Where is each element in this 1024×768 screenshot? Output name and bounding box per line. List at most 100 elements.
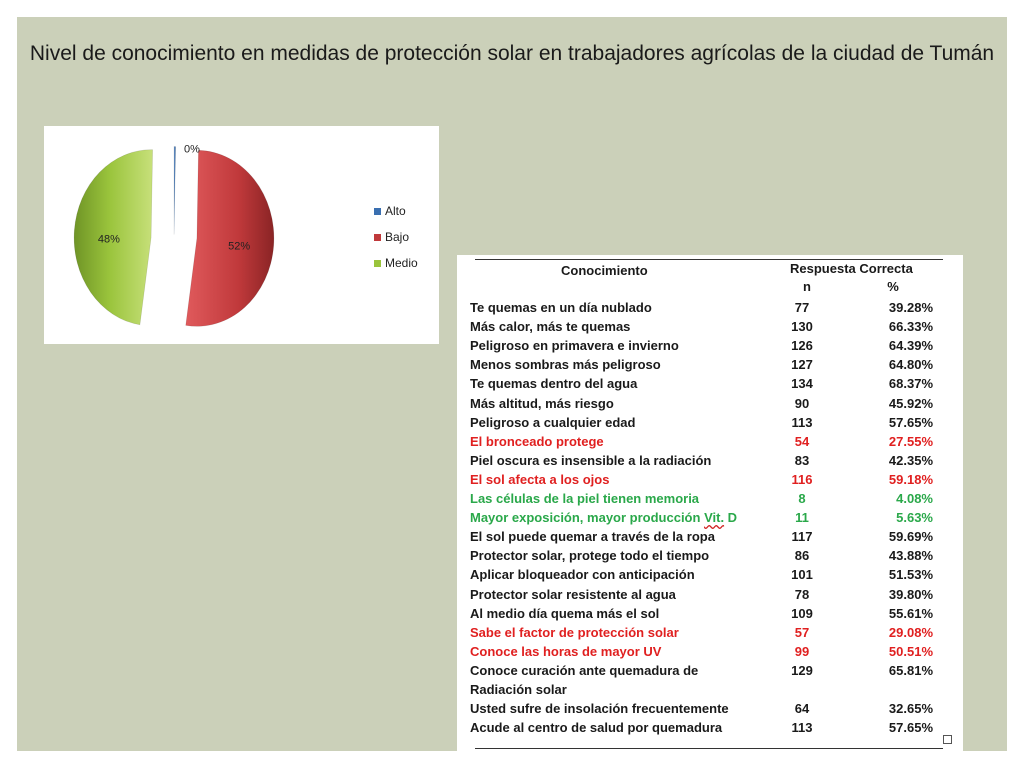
row-label: Protector solar resistente al agua <box>470 586 676 602</box>
row-n: 127 <box>791 357 813 373</box>
table-row: Mayor exposición, mayor producción Vit. … <box>457 508 963 527</box>
legend-swatch-medio <box>374 260 381 267</box>
pie-slice-bajo <box>185 149 275 327</box>
row-pct: 32.65% <box>888 700 933 716</box>
row-label: Al medio día quema más el sol <box>470 605 660 621</box>
row-pct: 65.81% <box>888 662 933 678</box>
row-pct: 50.51% <box>888 643 933 659</box>
row-pct: 29.08% <box>888 624 933 640</box>
header-conocimiento: Conocimiento <box>561 263 648 278</box>
row-label: El sol afecta a los ojos <box>470 471 610 487</box>
table-row: Te quemas dentro del agua 134 68.37% <box>457 374 963 393</box>
header-respuesta-correcta: Respuesta Correcta <box>790 261 913 276</box>
table-row: Más altitud, más riesgo 90 45.92% <box>457 394 963 413</box>
data-label-alto: 0% <box>184 144 200 156</box>
row-label: Sabe el factor de protección solar <box>470 624 679 640</box>
legend-label-bajo: Bajo <box>385 230 409 244</box>
row-label: Acude al centro de salud por quemadura <box>470 720 723 735</box>
row-pct: 64.39% <box>888 338 933 354</box>
header-n: n <box>803 279 811 294</box>
row-n: 11 <box>795 510 809 526</box>
row-n: 99 <box>794 643 810 659</box>
table-row: Peligroso en primavera e invierno 126 64.3… <box>457 336 963 355</box>
row-pct: 39.80% <box>888 586 933 602</box>
table-top-rule <box>475 259 943 260</box>
row-label: Protector solar, protege todo el tiempo <box>470 548 710 564</box>
table-row: Al medio día quema más el sol 109 55.61% <box>457 604 963 623</box>
row-pct: 57.65% <box>888 720 933 735</box>
row-n: 54 <box>794 433 810 449</box>
row-label: El sol puede quemar a través de la ropa <box>470 529 715 545</box>
table-row: El bronceado protege 54 27.55% <box>457 432 963 451</box>
row-label: Aplicar bloqueador con anticipación <box>470 567 695 583</box>
pie-slice-medio <box>73 149 153 326</box>
row-pct: 59.18% <box>888 471 933 487</box>
row-n: 129 <box>791 662 813 678</box>
table-row: Las células de la piel tienen memoria 8 4.… <box>457 489 963 508</box>
row-pct: 42.35% <box>888 452 933 468</box>
row-pct: 64.80% <box>888 357 933 373</box>
data-label-medio: 48% <box>98 233 120 245</box>
row-label: Mayor exposición, mayor producción Vit. … <box>470 510 738 526</box>
row-pct: 43.88% <box>888 548 933 564</box>
legend-swatch-bajo <box>374 234 381 241</box>
row-label: El bronceado protege <box>470 433 604 449</box>
table-row: Sabe el factor de protección solar 57 29.0… <box>457 623 963 642</box>
row-pct: 4.08% <box>896 491 933 506</box>
table-row: Acude al centro de salud por quemadura 11… <box>457 718 963 737</box>
table-row: Te quemas en un día nublado 77 39.28% <box>457 298 963 317</box>
table-row: Conoce curación ante quemadura de Radiaci… <box>457 661 963 699</box>
row-label: Piel oscura es insensible a la radiación <box>470 452 712 468</box>
row-n: 116 <box>791 471 813 487</box>
row-n: 90 <box>794 395 810 411</box>
row-label: Usted sufre de insolación frecuentemente <box>470 700 729 716</box>
data-label-bajo: 52% <box>228 241 250 253</box>
row-n: 8 <box>798 491 806 506</box>
row-label: Las células de la piel tienen memoria <box>470 491 700 506</box>
row-label: Peligroso a cualquier edad <box>470 414 636 430</box>
row-n: 134 <box>791 376 813 392</box>
row-label: Te quemas en un día nublado <box>470 300 652 315</box>
row-label: Menos sombras más peligroso <box>470 357 661 373</box>
table-row: Protector solar, protege todo el tiempo 8… <box>457 546 963 565</box>
row-pct: 51.53% <box>888 567 933 583</box>
table-row: Protector solar resistente al agua 78 39.8… <box>457 585 963 604</box>
row-label: Conoce las horas de mayor UV <box>470 643 662 659</box>
row-pct: 55.61% <box>888 605 933 621</box>
table-row: Más calor, más te quemas 130 66.33% <box>457 317 963 336</box>
table-row: Conoce las horas de mayor UV 99 50.51% <box>457 642 963 661</box>
row-pct: 66.33% <box>888 319 933 335</box>
row-pct: 57.65% <box>888 414 933 430</box>
header-pct: % <box>887 279 899 294</box>
row-pct: 45.92% <box>888 395 933 411</box>
table-row: El sol afecta a los ojos 116 59.18% <box>457 470 963 489</box>
row-label: Te quemas dentro del agua <box>470 376 638 392</box>
row-n: 130 <box>791 319 813 335</box>
table-row: El sol puede quemar a través de la ropa 1… <box>457 527 963 546</box>
corner-handle <box>943 735 952 744</box>
row-n: 77 <box>794 300 810 315</box>
table-row: Peligroso a cualquier edad 113 57.65% <box>457 413 963 432</box>
table-row: Piel oscura es insensible a la radiación… <box>457 451 963 470</box>
table-bottom-rule <box>475 748 943 749</box>
row-n: 83 <box>794 452 810 468</box>
knowledge-table: Conocimiento Respuesta Correcta n % Te q… <box>457 255 963 751</box>
row-n: 78 <box>794 586 810 602</box>
row-n: 86 <box>794 548 810 564</box>
row-n: 117 <box>791 529 813 545</box>
legend-swatch-alto <box>374 208 381 215</box>
row-pct: 5.63% <box>896 510 933 526</box>
table-row: Menos sombras más peligroso 127 64.80% <box>457 355 963 374</box>
table-row: Aplicar bloqueador con anticipación 101 51… <box>457 565 963 584</box>
row-pct: 59.69% <box>888 529 933 545</box>
row-label: Más altitud, más riesgo <box>470 395 614 411</box>
row-pct: 39.28% <box>888 300 933 315</box>
row-pct: 68.37% <box>888 376 933 392</box>
row-n: 101 <box>791 567 813 583</box>
row-n: 126 <box>791 338 813 354</box>
pie-chart: 0% 52% 48% Alto Bajo Medio <box>44 126 439 344</box>
slide: Nivel de conocimiento en medidas de prot… <box>17 17 1007 751</box>
table-row: Usted sufre de insolación frecuentemente… <box>457 699 963 718</box>
legend-label-alto: Alto <box>385 204 406 218</box>
pie-slice-alto <box>173 146 176 235</box>
